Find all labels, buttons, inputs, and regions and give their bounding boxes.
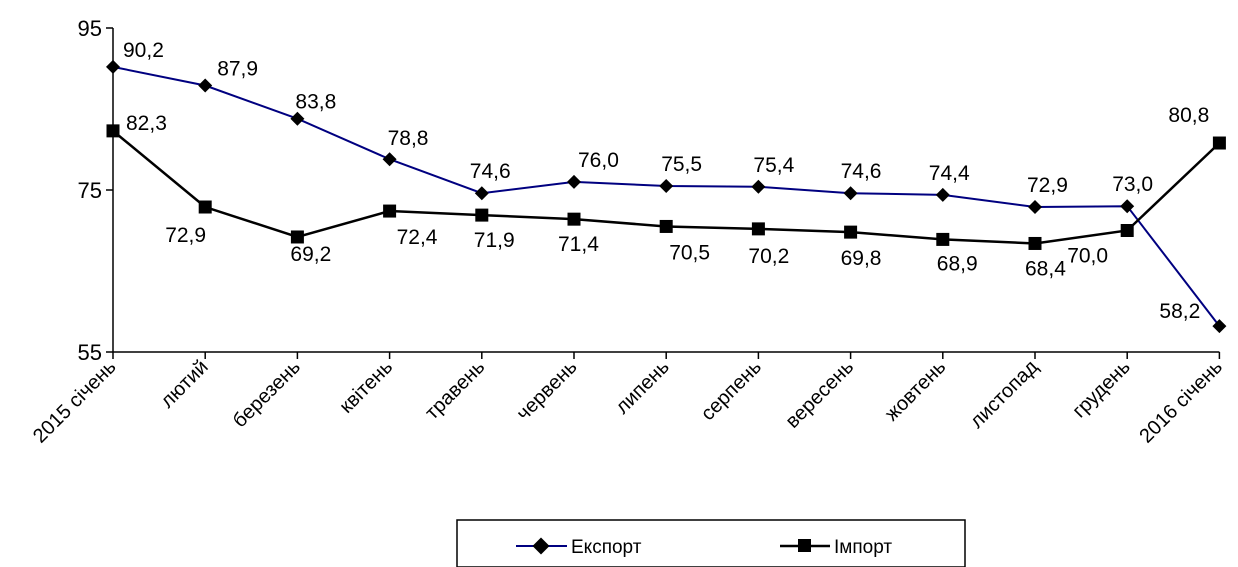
export-data-label: 87,9	[217, 58, 258, 81]
export-data-label: 75,5	[661, 153, 702, 176]
export-point	[567, 174, 581, 189]
x-tick-label: вересень	[782, 356, 859, 433]
import-point	[567, 212, 581, 226]
import-data-label: 82,3	[126, 112, 167, 135]
legend-marker-export	[532, 537, 550, 555]
import-data-label: 68,9	[937, 252, 978, 275]
y-tick-label: 55	[78, 340, 102, 365]
export-point	[1212, 319, 1227, 334]
legend-marker-import	[798, 539, 811, 552]
x-tick-label: липень	[611, 356, 673, 418]
x-tick-label: грудень	[1068, 356, 1134, 422]
x-tick-label: березень	[229, 356, 305, 432]
export-point	[1028, 200, 1042, 215]
import-point	[936, 232, 950, 246]
legend-label-export: Експорт	[571, 537, 642, 558]
export-point	[198, 78, 213, 93]
export-point	[751, 179, 766, 194]
import-point	[290, 230, 304, 244]
import-data-label: 68,4	[1025, 257, 1066, 280]
import-data-label: 72,9	[165, 224, 206, 247]
x-tick-label: травень	[421, 356, 489, 424]
export-data-label: 90,2	[123, 39, 164, 62]
import-data-label: 71,4	[558, 233, 599, 256]
import-point	[844, 225, 858, 239]
import-data-label: 69,8	[841, 247, 882, 270]
export-point	[290, 111, 305, 126]
axes: 55 75 95 2015 січень лютий березень квітень тра…	[29, 16, 1227, 448]
export-data-label: 58,2	[1159, 300, 1200, 323]
export-point	[106, 59, 120, 74]
x-tick-label: квітень	[335, 356, 397, 418]
y-tick-label: 95	[78, 16, 102, 41]
import-point	[1212, 136, 1226, 150]
export-data-label: 74,6	[470, 160, 511, 183]
x-tick-label: 2016 січень	[1135, 356, 1227, 448]
x-tick-label: лютий	[156, 356, 212, 412]
export-data-label: 74,6	[841, 160, 882, 183]
export-data-label: 76,0	[578, 149, 619, 172]
legend-label-import: Імпорт	[834, 537, 892, 558]
import-data-label: 69,2	[290, 243, 331, 266]
import-point	[475, 208, 489, 222]
export-data-label: 83,8	[295, 91, 336, 114]
x-tick-label: серпень	[697, 356, 766, 425]
data-labels: 90,2 87,9 83,8 78,8 74,6 76,0 75,5 75,4 74,6 74,4…	[123, 39, 1209, 323]
import-data-label: 70,0	[1067, 245, 1108, 268]
export-point	[1120, 199, 1135, 214]
series-layer	[106, 59, 1227, 334]
import-point	[751, 222, 765, 236]
export-data-label: 73,0	[1112, 173, 1153, 196]
import-point	[383, 204, 397, 218]
export-point	[474, 186, 489, 201]
import-point	[1028, 236, 1042, 250]
x-tick-label: червень	[512, 356, 581, 425]
legend: Експорт Імпорт	[456, 519, 966, 567]
x-tick-label: жовтень	[881, 356, 950, 425]
export-data-label: 78,8	[388, 127, 429, 150]
export-point	[843, 186, 858, 201]
import-point	[659, 219, 673, 233]
import-data-label: 80,8	[1168, 104, 1209, 127]
export-point	[382, 152, 397, 167]
import-point	[198, 200, 212, 214]
export-point	[659, 178, 674, 193]
export-data-label: 74,4	[929, 162, 970, 185]
export-data-label: 72,9	[1027, 174, 1068, 197]
y-tick-label: 75	[78, 178, 102, 203]
import-data-label: 71,9	[474, 229, 515, 252]
export-data-label: 75,4	[753, 154, 794, 177]
import-data-label: 72,4	[397, 226, 438, 249]
x-tick-label: листопад	[966, 356, 1043, 433]
import-data-label: 70,5	[669, 241, 710, 264]
export-point	[935, 187, 950, 202]
import-point	[106, 124, 120, 138]
import-point	[1120, 224, 1134, 237]
x-tick-label: 2015 січень	[29, 356, 121, 448]
import-data-label: 70,2	[748, 245, 789, 268]
